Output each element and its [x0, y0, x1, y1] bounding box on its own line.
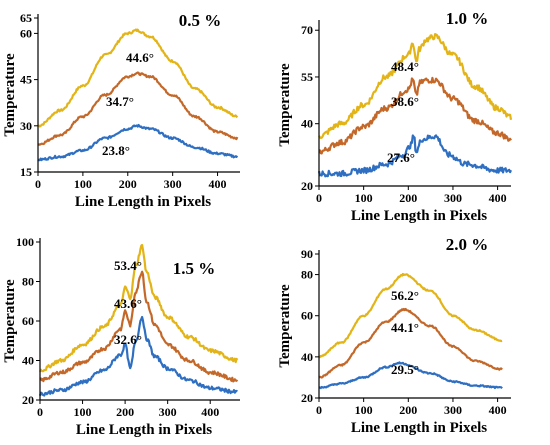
y-tick-label: 70 — [301, 23, 313, 37]
peak-temperature-label: 44.6° — [126, 50, 154, 65]
y-tick-label: 20 — [301, 391, 313, 405]
x-tick-label: 100 — [74, 177, 92, 191]
peak-temperature-label: 38.6° — [391, 94, 419, 109]
peak-temperature-label: 43.6° — [114, 296, 142, 311]
x-tick-label: 100 — [355, 403, 373, 417]
peak-temperature-label: 56.2° — [391, 288, 419, 303]
series-line-max — [37, 28, 239, 128]
chart-svg: 0 100 200 300 400 20 40 60 80 90 Line Length in Pi… — [277, 235, 511, 436]
peak-temperature-label: 44.1° — [391, 320, 419, 335]
series-line-min — [317, 134, 512, 178]
y-tick-label: 90 — [301, 247, 313, 261]
y-tick-label: 30 — [20, 119, 32, 133]
x-tick-label: 300 — [159, 405, 177, 419]
x-axis-label: Line Length in Pixels — [351, 208, 487, 224]
pct-label: 2.0 % — [446, 235, 489, 254]
x-tick-label: 0 — [316, 191, 322, 205]
x-tick-label: 0 — [35, 177, 41, 191]
x-axis-label: Line Length in Pixels — [76, 422, 212, 438]
x-tick-label: 300 — [164, 177, 182, 191]
chart-svg: 0 100 200 300 400 20 40 60 80 100 Line Length in P… — [2, 235, 240, 438]
x-axis-label: Line Length in Pixels — [351, 420, 487, 436]
y-tick-label: 40 — [22, 354, 34, 368]
y-axis-label: Temperature — [277, 284, 293, 368]
chart-svg: 0 100 200 300 400 20 40 55 70 Line Length in Pixe… — [277, 9, 513, 224]
x-tick-label: 300 — [444, 191, 462, 205]
y-axis-label: Temperature — [2, 279, 18, 363]
series-line-avg — [39, 270, 239, 383]
peak-temperature-label: 27.6° — [387, 150, 415, 165]
x-tick-label: 400 — [489, 191, 507, 205]
peak-temperature-label: 34.7° — [106, 94, 134, 109]
x-tick-label: 400 — [201, 405, 219, 419]
series-line-min — [38, 315, 238, 397]
peak-temperature-label: 29.5° — [391, 362, 419, 377]
x-axis-label: Line Length in Pixels — [75, 194, 211, 210]
y-tick-label: 45 — [20, 73, 32, 87]
y-axis-label: Temperature — [277, 63, 293, 147]
y-tick-label: 20 — [22, 393, 34, 407]
chart-panel-0-5-percent: 0 100 200 300 400 15 30 45 60 65 Line Length in Pi… — [0, 0, 275, 222]
y-tick-label: 15 — [20, 165, 32, 179]
y-tick-label: 60 — [20, 26, 32, 40]
series-line-avg — [318, 307, 503, 379]
x-tick-label: 100 — [74, 405, 92, 419]
y-tick-label: 65 — [20, 11, 32, 25]
y-tick-label: 60 — [301, 309, 313, 323]
series-line-avg — [37, 71, 239, 146]
peak-temperature-label: 23.8° — [102, 143, 130, 158]
y-tick-label: 100 — [16, 235, 34, 249]
y-tick-label: 80 — [22, 275, 34, 289]
x-tick-label: 200 — [116, 405, 134, 419]
x-tick-label: 0 — [37, 405, 43, 419]
y-tick-label: 80 — [301, 268, 313, 282]
series-line-avg — [318, 76, 512, 155]
series-line-max — [38, 243, 239, 373]
x-tick-label: 400 — [489, 403, 507, 417]
series-line-min — [318, 361, 503, 390]
chart-panel-1-0-percent: 0 100 200 300 400 20 40 55 70 Line Length in Pixe… — [275, 0, 550, 224]
pct-label: 1.5 % — [173, 259, 216, 278]
x-tick-label: 400 — [209, 177, 227, 191]
series-line-max — [318, 272, 503, 359]
peak-temperature-label: 32.6° — [114, 332, 142, 347]
y-tick-label: 20 — [301, 179, 313, 193]
pct-label: 1.0 % — [446, 9, 489, 28]
y-tick-label: 55 — [301, 70, 313, 84]
y-tick-label: 40 — [301, 350, 313, 364]
x-tick-label: 200 — [399, 403, 417, 417]
peak-temperature-label: 48.4° — [391, 59, 419, 74]
pct-label: 0.5 % — [179, 11, 222, 30]
chart-panel-1-5-percent: 0 100 200 300 400 20 40 60 80 100 Line Length in P… — [0, 222, 275, 445]
series-line-max — [318, 32, 513, 139]
peak-temperature-label: 53.4° — [114, 258, 142, 273]
x-tick-label: 300 — [444, 403, 462, 417]
y-axis-label: Temperature — [2, 53, 18, 137]
chart-panel-2-0-percent: 0 100 200 300 400 20 40 60 80 90 Line Length in Pi… — [275, 222, 550, 445]
y-tick-label: 60 — [22, 314, 34, 328]
x-tick-label: 200 — [399, 191, 417, 205]
series-line-min — [37, 123, 239, 162]
y-tick-label: 40 — [301, 117, 313, 131]
x-tick-label: 100 — [355, 191, 373, 205]
x-tick-label: 0 — [316, 403, 322, 417]
x-tick-label: 200 — [119, 177, 137, 191]
